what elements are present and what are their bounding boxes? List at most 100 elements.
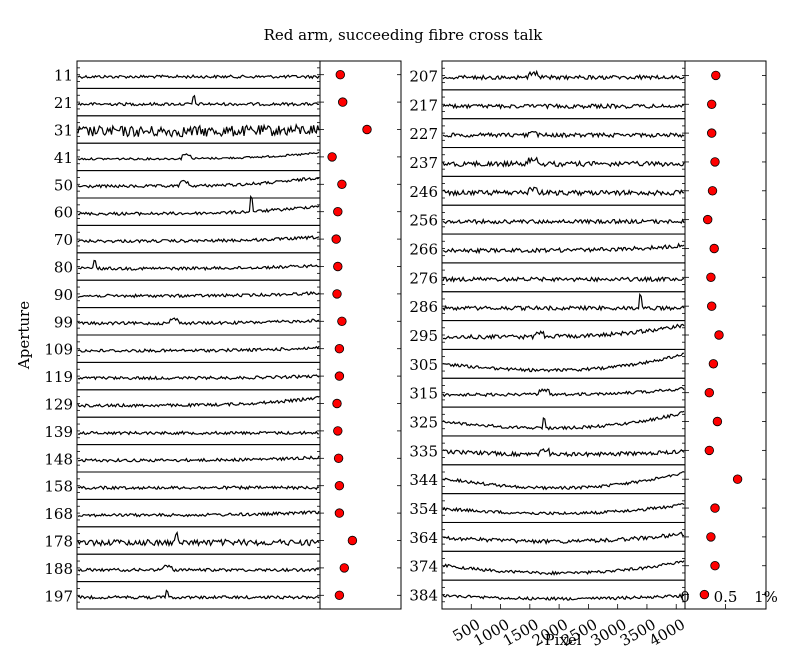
right_panel-crosstalk-point [707,186,718,196]
left_panel-crosstalk-point [333,261,343,272]
left_panel-aperture-label: 80 [54,259,73,277]
percent-tick-label: 0 [680,588,690,606]
left_panel-spectrum-trace [77,194,320,217]
right_panel-aperture-label: 217 [409,96,438,114]
right_panel-aperture-label: 286 [409,298,438,316]
left_panel-crosstalk-point [327,152,337,162]
left_panel-aperture-label: 178 [44,533,73,551]
right_panel-subplot-frame [441,550,686,581]
left_panel-crosstalk-point [332,289,342,299]
right_panel-aperture-label: 335 [409,442,438,460]
left_panel-aperture-label: 21 [54,94,73,112]
left_panel-aperture-label: 11 [54,67,73,85]
left_panel-crosstalk-point [334,344,345,354]
left_panel-aperture-label: 188 [44,560,73,578]
right_panel-spectrum-trace [442,447,685,458]
right_panel-spectrum-trace [442,503,685,516]
right_panel-crosstalk-point [710,561,720,571]
right_panel-spectrum-trace [442,531,685,546]
right_panel-spectrum-trace [442,410,685,431]
left_panel-subplot-frame [76,170,321,199]
left_panel-crosstalk-point [333,453,344,464]
left_panel-crosstalk-point [338,97,348,107]
right_panel-aperture-label: 207 [409,67,438,85]
left_panel-aperture-label: 139 [44,423,73,441]
right_panel-crosstalk-point [704,388,715,398]
right_panel-crosstalk-point [706,532,716,542]
left_panel-crosstalk-point [335,69,346,80]
left_panel-subplot-frame [76,416,321,446]
right_panel-subplot-frame [441,147,686,177]
right_panel-aperture-label: 354 [409,500,438,518]
left_panel-subplot-frame [76,197,321,226]
left_panel-crosstalk-point [333,206,343,217]
left_panel-crosstalk-point [333,426,343,436]
left_panel-spectrum-trace [77,290,320,299]
right_panel-subplot-frame [441,60,686,91]
left_panel-spectrum-trace [77,94,320,107]
right_panel-spectrum-trace [442,471,685,491]
right_panel-crosstalk-point [711,70,721,81]
right_panel-spectrum-trace [442,593,685,601]
left_panel-spectrum-trace [77,564,320,573]
left_panel-subplot-frame [76,553,321,583]
left_panel-spectrum-trace [77,317,320,326]
left_panel-subplot-frame [76,389,321,418]
right_panel-crosstalk-point [710,503,720,513]
left_panel-subplot-frame [76,581,321,610]
left_panel-crosstalk-point [347,535,358,546]
left_panel-spectrum-trace [78,259,320,272]
right_panel-subplot-frame [441,406,686,437]
left_panel-spectrum-trace [77,151,320,162]
chart-title: Red arm, succeeding fibre cross talk [264,26,544,44]
right_panel-aperture-label: 246 [409,183,438,201]
right_panel-aperture-label: 344 [409,471,438,489]
right_panel-aperture-label: 237 [409,154,438,172]
right_panel-aperture-label: 374 [409,558,438,576]
left_panel-aperture-label: 99 [54,313,73,331]
right_panel-crosstalk-point [709,243,719,254]
right_panel-crosstalk-point [732,474,743,484]
right_panel-crosstalk-point [712,416,723,427]
right_panel-crosstalk-point [707,301,717,311]
left_panel-subplot-frame [76,60,321,89]
left_panel-subplot-frame [76,471,321,500]
right_panel-spectrum-trace [442,242,685,255]
left_panel-crosstalk-point [362,124,372,135]
left_panel-spectrum-trace [77,235,320,244]
percent-tick-label: 0.5 [714,588,738,606]
right_panel-subplot-frame [441,579,686,610]
right_panel-aperture-label: 276 [409,269,438,287]
left_panel-spectrum-trace [77,177,320,189]
right_panel-crosstalk-point [708,359,719,369]
left_panel-subplot-frame [76,252,321,281]
right_panel-spectrum-trace [442,386,685,398]
left_panel-crosstalk-point [334,371,345,381]
left_panel-crosstalk-point [337,316,347,327]
percent-tick-label: 1% [754,588,778,606]
right_panel-spectrum-trace [442,130,685,139]
left_panel-spectrum-trace [77,374,320,381]
right_panel-aperture-label: 325 [409,414,438,432]
right_panel-spectrum-trace [442,156,685,168]
right_panel-subplot-frame [441,89,686,120]
right_panel-spectrum-trace [442,275,685,283]
right_panel-subplot-frame [441,464,686,495]
right_panel-subplot-frame [441,262,686,293]
left_panel-aperture-label: 41 [54,149,73,167]
right_panel-subplot-frame [441,291,686,322]
left_panel-spectrum-trace [77,395,320,409]
left_panel-spectrum-trace [77,485,320,491]
right_panel-crosstalk-point [706,272,716,283]
right_panel-crosstalk-point [704,445,715,456]
x-axis-label: Pixel [544,631,581,649]
right_panel-aperture-label: 295 [409,327,438,345]
right_panel-crosstalk-point [703,214,713,225]
right_panel-spectrum-trace [442,292,685,312]
left_panel-spectrum-trace [77,589,320,600]
left_panel-spectrum-trace [77,430,320,436]
right_panel-crosstalk-point [699,589,710,600]
right_panel-spectrum-trace [442,186,685,197]
left_panel-subplot-frame [76,87,321,117]
